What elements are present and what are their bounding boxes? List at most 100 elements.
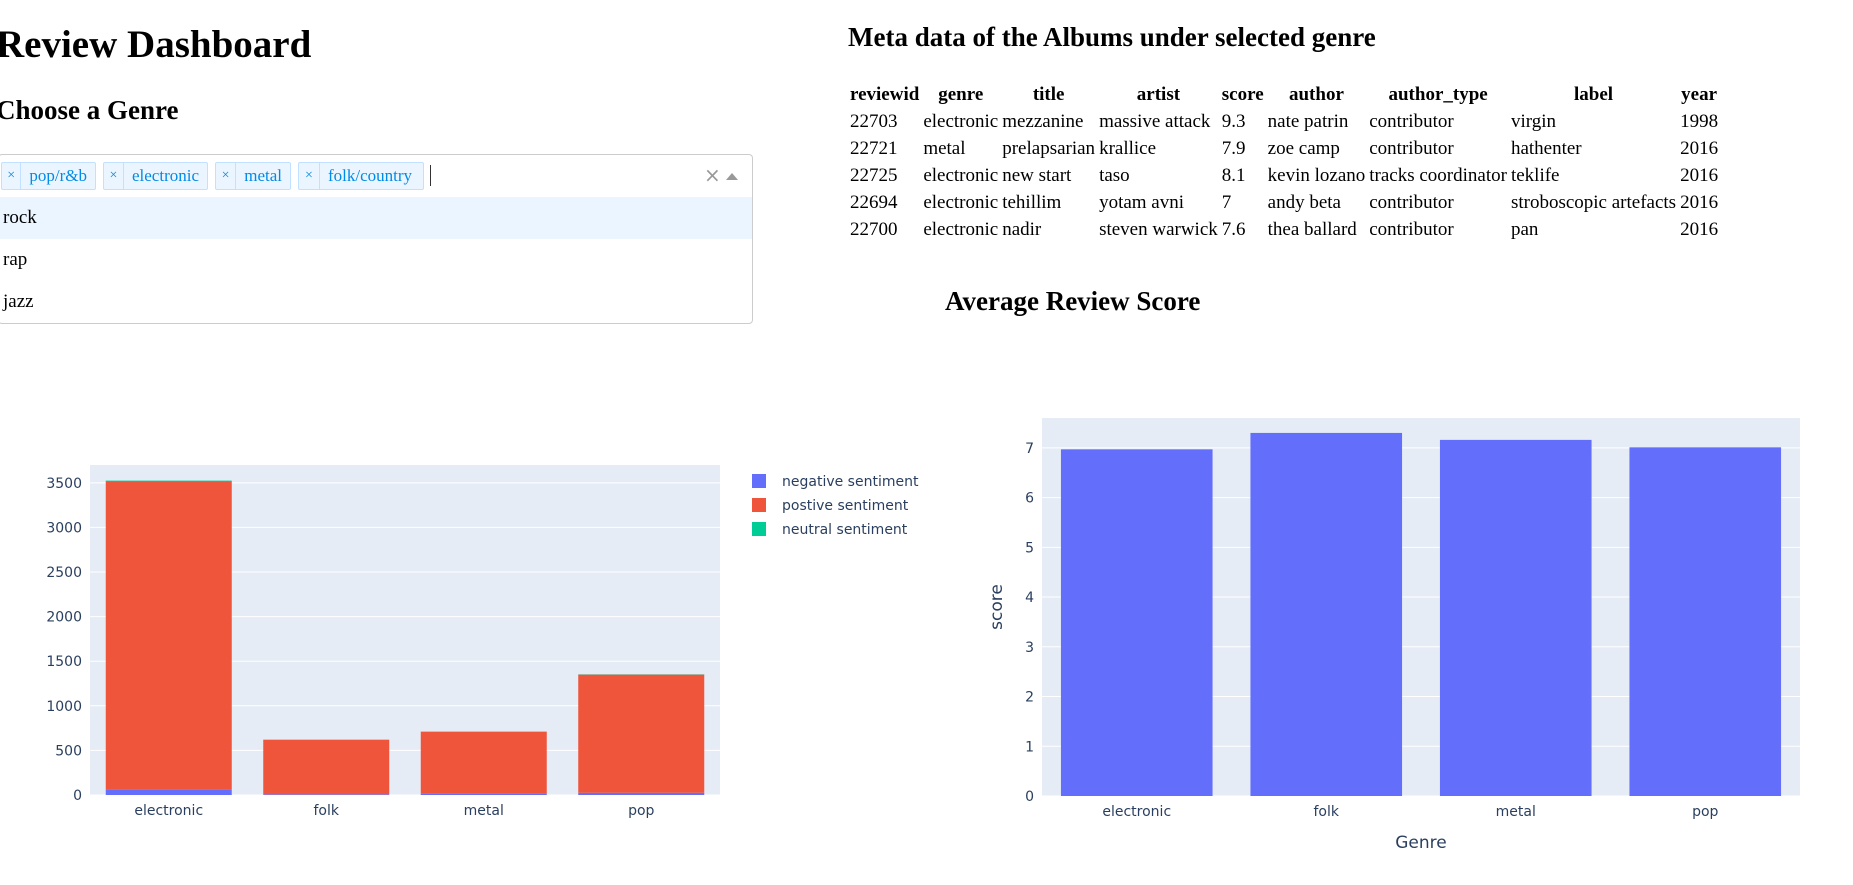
table-cell: taso bbox=[1099, 164, 1130, 186]
y-tick-label: 1500 bbox=[46, 654, 82, 670]
selected-tag-electronic: × electronic bbox=[103, 162, 208, 190]
table-cell: 2016 bbox=[1680, 137, 1719, 159]
table-cell: electronic bbox=[923, 110, 999, 132]
table-cell: 2016 bbox=[1680, 191, 1719, 213]
y-tick-label: 2500 bbox=[46, 565, 82, 581]
table-row: 22703 electronic mezzanine massive attac… bbox=[848, 108, 1720, 135]
table-cell: thea ballard bbox=[1267, 218, 1357, 240]
table-row: 22725 electronic new start taso 8.1 kevi… bbox=[848, 162, 1720, 189]
text-cursor bbox=[430, 165, 431, 186]
table-cell: electronic bbox=[923, 191, 999, 213]
y-tick-label: 0 bbox=[73, 788, 82, 804]
table-cell: contributor bbox=[1369, 218, 1454, 240]
y-tick-label: 3000 bbox=[46, 520, 82, 536]
table-cell: zoe camp bbox=[1267, 137, 1340, 159]
column-header: year bbox=[1681, 84, 1718, 105]
table-cell: yotam avni bbox=[1099, 191, 1185, 213]
y-tick-label: 2000 bbox=[46, 610, 82, 626]
table-cell: 22725 bbox=[850, 164, 898, 186]
clear-all-icon[interactable]: × bbox=[704, 163, 721, 187]
y-tick-label: 1 bbox=[1025, 739, 1034, 755]
remove-tag-icon[interactable]: × bbox=[2, 163, 22, 189]
legend-label: postive sentiment bbox=[782, 498, 909, 514]
bar bbox=[1250, 432, 1403, 796]
remove-tag-icon[interactable]: × bbox=[104, 163, 124, 189]
table-cell: massive attack bbox=[1099, 110, 1211, 132]
table-cell: virgin bbox=[1510, 110, 1556, 132]
table-cell: kevin lozano bbox=[1267, 164, 1366, 186]
bar bbox=[1060, 449, 1213, 796]
y-tick-label: 7 bbox=[1025, 441, 1034, 457]
column-header: label bbox=[1573, 84, 1614, 105]
y-tick-label: 3500 bbox=[46, 476, 82, 492]
tag-label: metal bbox=[244, 166, 282, 185]
bar-segment bbox=[105, 789, 232, 795]
table-cell: hathenter bbox=[1510, 137, 1582, 159]
table-cell: 22694 bbox=[850, 191, 898, 213]
dropdown-option-rock[interactable]: rock bbox=[0, 197, 752, 239]
bar-segment bbox=[420, 731, 547, 794]
table-cell: contributor bbox=[1369, 191, 1454, 213]
table-row: 22700 electronic nadir steven warwick 7.… bbox=[848, 216, 1720, 243]
table-cell: 7 bbox=[1221, 191, 1232, 213]
bar-segment bbox=[263, 739, 390, 795]
table-cell: 1998 bbox=[1680, 110, 1719, 132]
table-cell: stroboscopic artefacts bbox=[1510, 191, 1677, 213]
table-cell: 2016 bbox=[1680, 164, 1719, 186]
table-cell: 22703 bbox=[850, 110, 898, 132]
y-tick-label: 500 bbox=[55, 743, 82, 759]
table-header-row: reviewid genre title artist score author… bbox=[848, 82, 1720, 108]
dropdown-option-rap[interactable]: rap bbox=[3, 249, 28, 270]
table-cell: krallice bbox=[1099, 137, 1157, 159]
y-tick-label: 0 bbox=[1025, 789, 1034, 805]
genre-multiselect-control[interactable]: × pop/r&b × electronic × metal × folk/co… bbox=[0, 155, 752, 197]
x-tick-label: folk bbox=[1314, 804, 1340, 820]
legend-swatch bbox=[752, 522, 766, 536]
table-cell: mezzanine bbox=[1002, 110, 1084, 132]
column-header: title bbox=[1032, 84, 1065, 105]
table-cell: teklife bbox=[1510, 164, 1560, 186]
table-cell: new start bbox=[1002, 164, 1072, 186]
legend-label: negative sentiment bbox=[782, 474, 919, 490]
table-cell: 7.9 bbox=[1221, 137, 1246, 159]
bar-segment bbox=[105, 481, 232, 790]
bar-segment bbox=[420, 793, 547, 795]
average-score-bar-chart[interactable]: 0 1 2 3 4 5 6 7 electronic folk metal pop Genre score bbox=[960, 400, 1853, 870]
table-cell: 22721 bbox=[850, 137, 898, 159]
x-tick-label: pop bbox=[628, 803, 654, 819]
dropdown-menu: rock rap jazz bbox=[0, 197, 752, 323]
y-axis-title: score bbox=[987, 584, 1007, 630]
table-cell: electronic bbox=[923, 218, 999, 240]
page-title: Review Dashboard bbox=[0, 23, 312, 66]
y-tick-label: 2 bbox=[1025, 690, 1034, 706]
sentiment-stacked-bar-chart[interactable]: 0 500 1000 1500 2000 2500 3000 3500 electronic fo… bbox=[0, 440, 960, 840]
remove-tag-icon[interactable]: × bbox=[216, 163, 237, 189]
remove-tag-icon[interactable]: × bbox=[299, 163, 320, 189]
tag-label: folk/country bbox=[328, 166, 413, 185]
avg-score-chart-title: Average Review Score bbox=[945, 286, 1201, 316]
legend-swatch bbox=[752, 474, 766, 488]
y-tick-label: 6 bbox=[1025, 491, 1034, 507]
column-header: author_type bbox=[1388, 84, 1488, 105]
dropdown-option-jazz[interactable]: jazz bbox=[3, 291, 34, 312]
legend-label: neutral sentiment bbox=[782, 522, 908, 538]
genre-multiselect[interactable]: × pop/r&b × electronic × metal × folk/co… bbox=[0, 154, 753, 324]
dropdown-arrow-icon[interactable] bbox=[726, 173, 738, 180]
selected-tag-folk-country: × folk/country bbox=[298, 162, 424, 190]
x-tick-label: electronic bbox=[134, 803, 203, 819]
table-cell: steven warwick bbox=[1099, 218, 1218, 240]
x-tick-label: metal bbox=[464, 803, 504, 819]
bar-segment bbox=[578, 792, 705, 795]
x-tick-label: electronic bbox=[1102, 804, 1171, 820]
table-cell: 9.3 bbox=[1221, 110, 1246, 132]
table-cell: tehillim bbox=[1002, 191, 1062, 213]
tag-label: pop/r&b bbox=[29, 166, 87, 185]
x-tick-label: pop bbox=[1692, 804, 1718, 820]
column-header: reviewid bbox=[850, 84, 920, 105]
tag-label: electronic bbox=[131, 166, 199, 185]
table-cell: electronic bbox=[923, 164, 999, 186]
x-axis-title: Genre bbox=[1395, 833, 1446, 853]
y-tick-label: 3 bbox=[1025, 640, 1034, 656]
y-tick-label: 4 bbox=[1025, 590, 1034, 606]
table-cell: nate patrin bbox=[1267, 110, 1349, 132]
